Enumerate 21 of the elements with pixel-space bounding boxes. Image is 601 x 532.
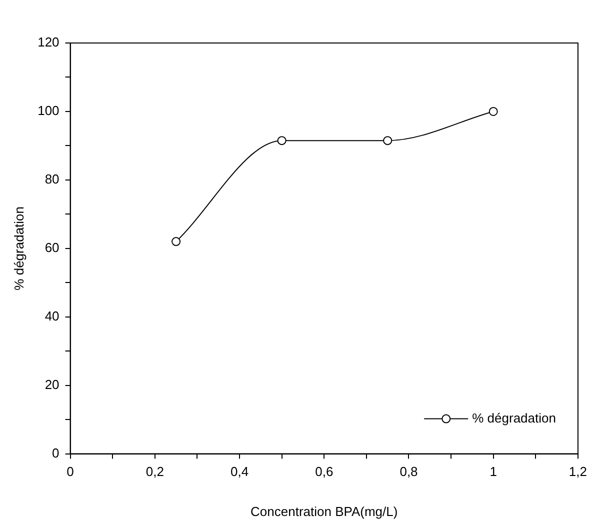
y-tick-label: 20 xyxy=(44,376,60,392)
y-tick-label: 80 xyxy=(44,172,60,187)
x-tick-label: 1,2 xyxy=(568,464,588,480)
y-axis-title: % dégradation xyxy=(11,206,26,290)
y-tick-label: 60 xyxy=(44,240,60,255)
x-tick-label: 0,4 xyxy=(230,464,249,480)
x-tick-label: 1 xyxy=(490,464,497,480)
legend-label: % dégradation xyxy=(472,410,556,426)
y-tick-label: 120 xyxy=(38,34,60,50)
point xyxy=(488,106,498,116)
point xyxy=(277,136,286,146)
point xyxy=(383,136,392,146)
x-tick-label: 0,2 xyxy=(146,464,164,480)
x-axis-title: Concentration BPA(mg/L) xyxy=(250,504,398,519)
y-tick-label: 0 xyxy=(52,445,60,460)
x-tick-label: 0 xyxy=(66,464,74,480)
x-tick-label: 0,8 xyxy=(400,464,418,480)
point xyxy=(172,237,181,246)
y-tick-label: 100 xyxy=(38,103,60,118)
y-tick-label: 40 xyxy=(44,308,60,324)
x-tick-label: 0,6 xyxy=(315,464,334,480)
